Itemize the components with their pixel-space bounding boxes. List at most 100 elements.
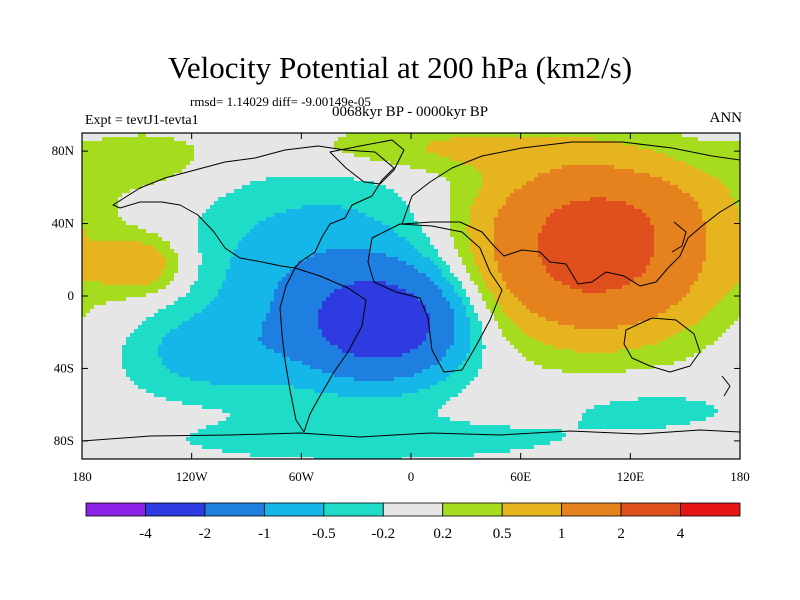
field-cell bbox=[542, 241, 547, 246]
field-cell bbox=[150, 141, 155, 146]
field-cell bbox=[126, 157, 131, 162]
field-cell bbox=[358, 133, 363, 138]
field-cell bbox=[218, 141, 223, 146]
field-cell bbox=[106, 241, 111, 246]
field-cell bbox=[218, 177, 223, 182]
field-cell bbox=[714, 221, 719, 226]
field-cell bbox=[658, 241, 663, 246]
field-cell bbox=[118, 237, 123, 242]
field-cell bbox=[386, 189, 391, 194]
field-cell bbox=[442, 169, 447, 174]
field-cell bbox=[522, 145, 527, 150]
field-cell bbox=[498, 133, 503, 138]
field-cell bbox=[458, 137, 463, 142]
field-cell bbox=[358, 141, 363, 146]
field-cell bbox=[658, 217, 663, 222]
field-cell bbox=[510, 205, 515, 210]
field-cell bbox=[274, 165, 279, 170]
field-cell bbox=[294, 165, 299, 170]
field-cell bbox=[350, 137, 355, 142]
field-cell bbox=[714, 201, 719, 206]
field-cell bbox=[98, 137, 103, 142]
field-cell bbox=[290, 133, 295, 138]
field-cell bbox=[578, 193, 583, 198]
field-cell bbox=[174, 233, 179, 238]
field-cell bbox=[590, 181, 595, 186]
field-cell bbox=[318, 221, 323, 226]
field-cell bbox=[142, 221, 147, 226]
field-cell bbox=[630, 197, 635, 202]
field-cell bbox=[410, 157, 415, 162]
field-cell bbox=[266, 193, 271, 198]
field-cell bbox=[494, 181, 499, 186]
field-cell bbox=[82, 193, 87, 198]
field-cell bbox=[190, 193, 195, 198]
field-cell bbox=[230, 189, 235, 194]
field-cell bbox=[662, 241, 667, 246]
field-cell bbox=[498, 193, 503, 198]
field-cell bbox=[398, 237, 403, 242]
field-cell bbox=[186, 133, 191, 138]
field-cell bbox=[138, 173, 143, 178]
field-cell bbox=[618, 205, 623, 210]
field-cell bbox=[446, 245, 451, 250]
field-cell bbox=[406, 229, 411, 234]
field-cell bbox=[182, 165, 187, 170]
field-cell bbox=[518, 165, 523, 170]
field-cell bbox=[610, 185, 615, 190]
field-cell bbox=[478, 177, 483, 182]
field-cell bbox=[530, 209, 535, 214]
field-cell bbox=[194, 149, 199, 154]
field-cell bbox=[218, 173, 223, 178]
field-cell bbox=[462, 145, 467, 150]
field-cell bbox=[190, 165, 195, 170]
field-cell bbox=[406, 213, 411, 218]
field-cell bbox=[362, 185, 367, 190]
field-cell bbox=[530, 213, 535, 218]
field-cell bbox=[218, 153, 223, 158]
field-cell bbox=[450, 149, 455, 154]
field-cell bbox=[342, 145, 347, 150]
field-cell bbox=[390, 197, 395, 202]
field-cell bbox=[686, 197, 691, 202]
field-cell bbox=[714, 145, 719, 150]
field-cell bbox=[182, 193, 187, 198]
field-cell bbox=[606, 185, 611, 190]
field-cell bbox=[430, 137, 435, 142]
field-cell bbox=[334, 189, 339, 194]
field-cell bbox=[494, 209, 499, 214]
field-cell bbox=[450, 137, 455, 142]
field-cell bbox=[238, 213, 243, 218]
field-cell bbox=[402, 185, 407, 190]
field-cell bbox=[646, 189, 651, 194]
field-cell bbox=[494, 169, 499, 174]
field-cell bbox=[730, 173, 735, 178]
field-cell bbox=[138, 193, 143, 198]
field-cell bbox=[298, 137, 303, 142]
field-cell bbox=[222, 217, 227, 222]
field-cell bbox=[306, 185, 311, 190]
field-cell bbox=[206, 225, 211, 230]
field-cell bbox=[706, 197, 711, 202]
field-cell bbox=[162, 213, 167, 218]
field-cell bbox=[554, 205, 559, 210]
field-cell bbox=[634, 245, 639, 250]
field-cell bbox=[214, 221, 219, 226]
field-cell bbox=[646, 221, 651, 226]
field-cell bbox=[142, 153, 147, 158]
field-cell bbox=[214, 181, 219, 186]
field-cell bbox=[122, 133, 127, 138]
field-cell bbox=[726, 213, 731, 218]
field-cell bbox=[166, 237, 171, 242]
field-cell bbox=[366, 173, 371, 178]
field-cell bbox=[690, 161, 695, 166]
field-cell bbox=[442, 165, 447, 170]
field-cell bbox=[666, 217, 671, 222]
field-cell bbox=[286, 241, 291, 246]
field-cell bbox=[194, 241, 199, 246]
field-cell bbox=[234, 209, 239, 214]
field-cell bbox=[90, 197, 95, 202]
field-cell bbox=[226, 237, 231, 242]
field-cell bbox=[158, 209, 163, 214]
field-cell bbox=[382, 213, 387, 218]
